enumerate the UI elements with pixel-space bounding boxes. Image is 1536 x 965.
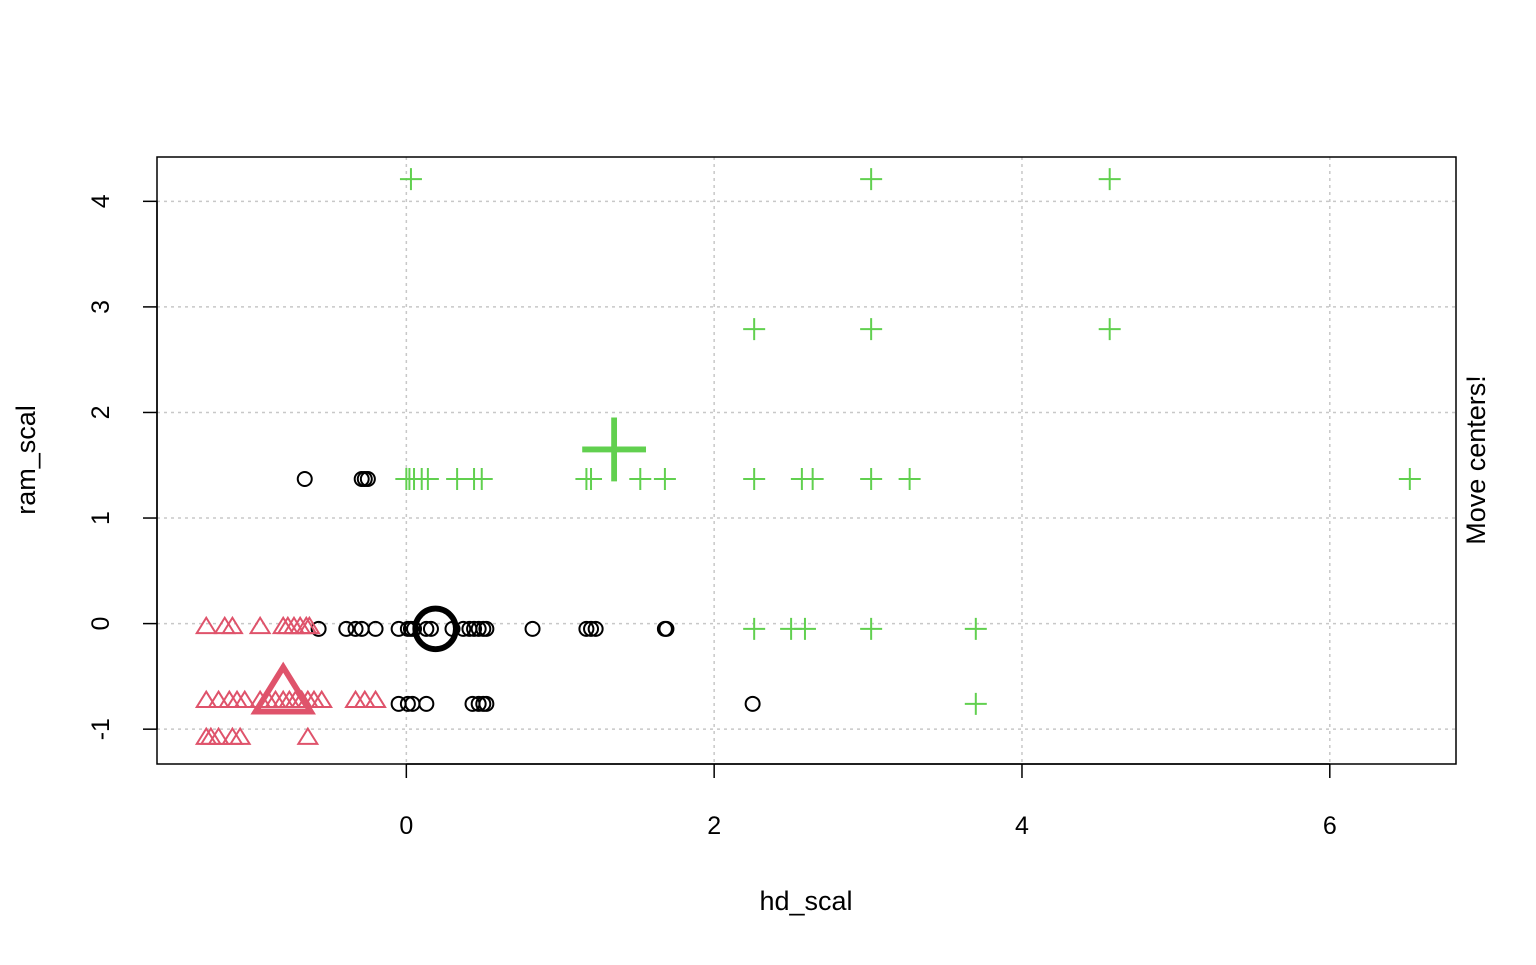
data-point-circle (470, 620, 487, 637)
data-point-triangle (194, 689, 218, 708)
data-point-circle (583, 620, 600, 637)
data-point-plus (801, 467, 824, 490)
data-point-circle (658, 620, 675, 637)
data-point-plus (860, 467, 883, 490)
data-point-circle (478, 620, 495, 637)
cluster-centers (250, 417, 647, 715)
data-point-triangle (228, 726, 252, 745)
y-tick-label: -1 (87, 718, 115, 740)
data-point-circle (524, 620, 541, 637)
data-point-triangle (310, 689, 333, 708)
data-point-plus (416, 467, 439, 490)
data-point-plus (629, 467, 652, 490)
data-point-circle (359, 470, 376, 487)
data-point-plus (898, 467, 921, 490)
data-point-triangle (353, 689, 377, 708)
x-tick-label: 6 (1323, 812, 1337, 840)
data-point-triangle (207, 726, 230, 745)
y-tick-label: 2 (87, 406, 115, 420)
plot-frame (156, 156, 1457, 765)
data-point-plus (743, 318, 766, 341)
x-tick-label: 2 (707, 812, 721, 840)
data-point-circle (466, 620, 483, 637)
data-point-plus (860, 318, 883, 341)
grid-lines (157, 157, 1456, 764)
data-point-plus (793, 617, 816, 640)
data-point-circle (367, 620, 384, 637)
data-point-circle (744, 695, 761, 712)
data-point-circle (338, 620, 355, 637)
y-tick-label: 3 (87, 300, 115, 314)
cluster-center-triangle (250, 661, 316, 715)
y-tick-label: 0 (87, 617, 115, 631)
data-points (194, 168, 1421, 745)
data-point-plus (399, 168, 422, 191)
data-point-plus (470, 467, 493, 490)
data-point-triangle (298, 615, 321, 635)
data-point-circle (390, 620, 407, 637)
data-point-plus (860, 617, 883, 640)
data-point-triangle (296, 726, 320, 745)
data-point-plus (580, 467, 603, 490)
data-point-triangle (364, 689, 387, 708)
data-point-plus (860, 168, 883, 191)
data-point-circle (347, 620, 364, 637)
data-point-circle (418, 695, 435, 712)
data-point-circle (422, 620, 439, 637)
side-note-text: Move centers! (1461, 375, 1491, 545)
data-point-plus (743, 467, 766, 490)
y-tick-label: 4 (87, 194, 115, 208)
data-point-circle (418, 620, 435, 637)
data-point-plus (1098, 318, 1121, 341)
data-point-triangle (194, 615, 218, 635)
data-point-circle (587, 620, 604, 637)
data-point-circle (470, 695, 487, 712)
y-axis-title: ram_scal (11, 405, 41, 515)
y-tick-label: 1 (87, 511, 115, 525)
x-axis: 0 2 4 6 (399, 763, 1337, 840)
data-point-circle (399, 695, 416, 712)
data-point-circle (310, 620, 327, 637)
data-point-plus (743, 617, 766, 640)
data-point-triangle (207, 689, 230, 708)
data-point-plus (1098, 168, 1121, 191)
y-axis: -1 0 1 2 3 4 (87, 194, 158, 740)
x-tick-label: 4 (1015, 812, 1029, 840)
data-point-plus (964, 692, 987, 715)
data-point-triangle (233, 689, 257, 708)
data-point-plus (1398, 467, 1421, 490)
data-point-circle (578, 620, 595, 637)
data-point-plus (964, 617, 987, 640)
data-point-triangle (248, 615, 272, 635)
cluster-center-plus (582, 417, 647, 482)
x-tick-label: 0 (399, 812, 413, 840)
data-point-circle (478, 695, 495, 712)
data-point-circle (296, 470, 313, 487)
cluster-center-circle (412, 605, 459, 653)
data-point-plus (653, 467, 676, 490)
x-axis-title: hd_scal (759, 886, 852, 916)
data-point-triangle (221, 615, 244, 635)
